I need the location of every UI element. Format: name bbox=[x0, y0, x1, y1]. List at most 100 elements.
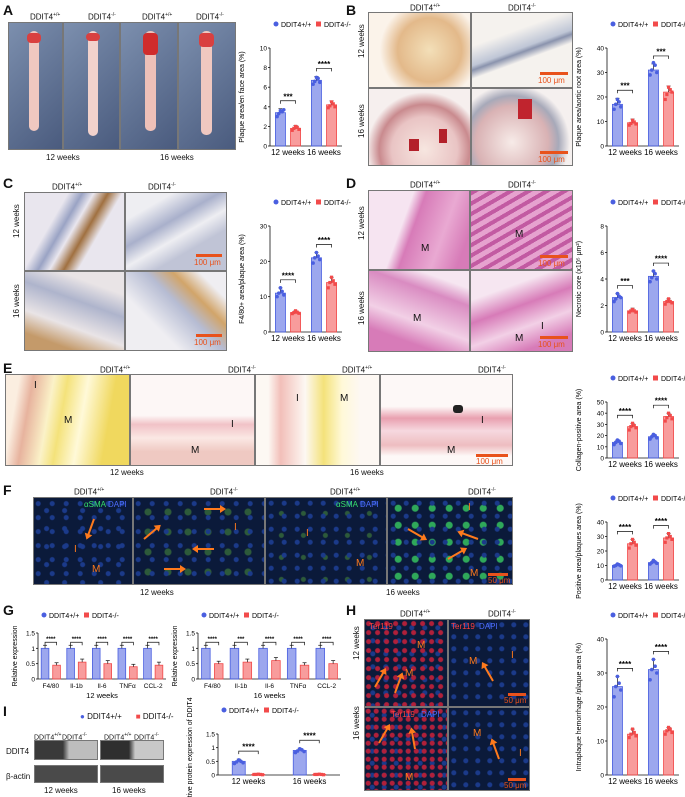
data-point bbox=[663, 419, 667, 423]
bar bbox=[627, 310, 639, 333]
data-point bbox=[655, 277, 659, 281]
ihc-image bbox=[125, 192, 227, 271]
x-tick-label: 16 weeks bbox=[644, 582, 678, 591]
data-point bbox=[329, 275, 334, 279]
bar-chart-g-12-weeks: DDIT4+/+ DDIT4-/- 0 0.5 1 1.5 Relative express… bbox=[12, 612, 166, 700]
x-tick-label: CCL-2 bbox=[144, 683, 163, 690]
header-wt: DDIT4+/+ bbox=[410, 3, 441, 13]
bar bbox=[311, 257, 322, 333]
bar bbox=[52, 664, 61, 680]
y-tick-label: 1 bbox=[31, 646, 35, 653]
scale-bar bbox=[540, 336, 568, 339]
aorta-image bbox=[63, 22, 120, 150]
panel-letter-h: H bbox=[346, 602, 357, 618]
y-tick-label: 8 bbox=[600, 224, 604, 231]
x-tick-label: CCL-2 bbox=[317, 683, 336, 690]
y-tick-label: 10 bbox=[597, 563, 605, 570]
x-tick-label: 12 weeks bbox=[271, 334, 305, 343]
data-point bbox=[629, 425, 633, 429]
x-tick-label: F4/80 bbox=[204, 683, 221, 690]
data-point bbox=[290, 128, 294, 132]
label-16-weeks: 16 weeks bbox=[112, 786, 146, 795]
bar bbox=[299, 664, 310, 680]
ihc-image bbox=[24, 271, 125, 351]
data-point bbox=[649, 68, 654, 72]
legend-marker-ko bbox=[264, 707, 269, 713]
intima-label: I bbox=[74, 544, 77, 555]
data-point bbox=[668, 534, 672, 539]
data-point bbox=[321, 773, 326, 777]
data-point bbox=[619, 441, 623, 446]
scale-label: 100 μm bbox=[538, 76, 565, 85]
y-tick-label: 1 bbox=[191, 646, 195, 653]
sirius-red-image: I M bbox=[380, 374, 513, 466]
ter119-label: Ter119 bbox=[391, 710, 415, 719]
sirius-red-image: I M bbox=[5, 374, 130, 466]
bar bbox=[103, 663, 112, 680]
data-point bbox=[634, 426, 638, 430]
header-ko: DDIT4-/- bbox=[508, 3, 536, 13]
data-point bbox=[629, 542, 633, 546]
significance-bracket bbox=[617, 414, 633, 419]
significance-stars: *** bbox=[620, 277, 630, 286]
x-tick-label: Il-1b bbox=[70, 683, 83, 690]
bar bbox=[663, 537, 674, 581]
bar bbox=[201, 647, 211, 680]
arrow-icon bbox=[483, 664, 494, 682]
bar bbox=[271, 660, 281, 680]
data-point bbox=[241, 760, 245, 765]
y-tick-label: 1.5 bbox=[206, 732, 215, 739]
data-point bbox=[297, 127, 301, 131]
significance-bracket bbox=[121, 641, 134, 646]
significance-bracket bbox=[617, 668, 633, 672]
ter119-label: Ter119 bbox=[369, 622, 393, 631]
data-point bbox=[331, 102, 335, 106]
data-point bbox=[668, 413, 672, 418]
legend-label-ko: DDIT4-/- bbox=[324, 200, 352, 207]
scale-bar bbox=[540, 72, 568, 75]
x-tick-label: 12 weeks bbox=[608, 582, 642, 591]
significance-stars: **** bbox=[655, 643, 668, 652]
y-tick-label: 40 bbox=[597, 46, 605, 53]
bar bbox=[214, 663, 224, 680]
if-image: αSMA DAPI I M bbox=[265, 497, 387, 585]
significance-stars: **** bbox=[619, 660, 632, 669]
significance-stars: **** bbox=[619, 523, 632, 532]
ihc-image bbox=[125, 271, 227, 351]
oil-red-image bbox=[368, 12, 471, 88]
arrow-icon bbox=[410, 731, 416, 750]
bar bbox=[627, 733, 639, 776]
intima-label: I bbox=[481, 415, 484, 426]
significance-stars: **** bbox=[655, 397, 668, 406]
data-point bbox=[670, 90, 674, 94]
data-point bbox=[634, 543, 638, 547]
media-label: M bbox=[515, 229, 524, 240]
y-tick-label: 30 bbox=[260, 224, 268, 231]
row-label-16-weeks: 16 weeks bbox=[357, 104, 366, 138]
data-point bbox=[254, 772, 258, 777]
arrow-icon bbox=[143, 526, 159, 540]
ihc-image bbox=[24, 192, 125, 271]
data-point bbox=[632, 540, 636, 544]
sirius-red-image: I M bbox=[255, 374, 380, 466]
legend-label-ko: DDIT4-/- bbox=[661, 376, 685, 383]
band-label-actin: β-actin bbox=[6, 772, 31, 781]
x-tick-label: Il-6 bbox=[97, 683, 106, 690]
data-point bbox=[653, 664, 657, 668]
y-tick-label: 0 bbox=[600, 578, 604, 585]
y-tick-label: 2 bbox=[600, 303, 604, 310]
bar bbox=[648, 275, 659, 333]
significance-stars: **** bbox=[293, 637, 303, 643]
data-point bbox=[630, 537, 635, 541]
row-label-12-weeks: 12 weeks bbox=[357, 206, 366, 240]
bar-chart-f: DDIT4+/+ DDIT4-/- 0 10 20 30 40 Positive area/p… bbox=[576, 495, 685, 599]
bar bbox=[286, 647, 297, 680]
scale-bar bbox=[540, 255, 568, 258]
x-tick-label: 12 weeks bbox=[271, 148, 305, 157]
scale-label: 100 μm bbox=[194, 258, 221, 267]
significance-bracket bbox=[238, 750, 259, 755]
data-point bbox=[617, 681, 621, 685]
scale-bar bbox=[508, 778, 526, 781]
arrow-icon bbox=[447, 549, 465, 560]
intima-label: I bbox=[306, 528, 309, 539]
